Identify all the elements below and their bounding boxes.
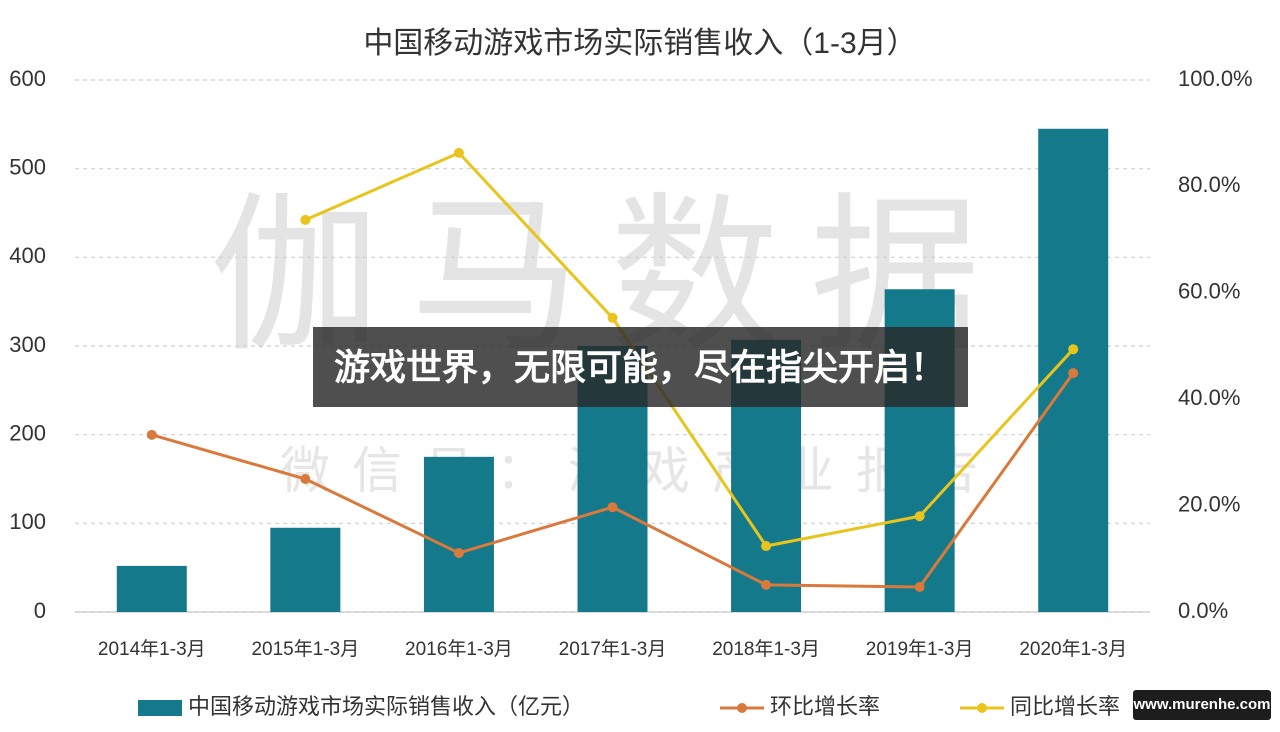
legend-swatch [977, 703, 987, 713]
legend-label: 中国移动游戏市场实际销售收入（亿元） [188, 694, 584, 719]
bar [423, 456, 494, 612]
x-tick-label: 2014年1-3月 [98, 638, 206, 660]
y2-tick-label: 80.0% [1178, 172, 1240, 197]
y-tick-label: 400 [9, 243, 46, 268]
y2-tick-label: 100.0% [1178, 66, 1253, 91]
badge-bg [1133, 690, 1271, 720]
x-tick-label: 2020年1-3月 [1019, 638, 1127, 660]
legend-swatch [138, 700, 182, 716]
y2-tick-label: 0.0% [1178, 598, 1228, 623]
point [300, 214, 311, 225]
y-tick-label: 200 [9, 420, 46, 445]
x-tick-label: 2017年1-3月 [559, 638, 667, 660]
legend-label: 同比增长率 [1010, 694, 1120, 719]
point [607, 312, 618, 323]
point [607, 502, 618, 513]
y-tick-label: 300 [9, 332, 46, 357]
y2-tick-label: 60.0% [1178, 279, 1240, 304]
point [300, 474, 311, 484]
point [1068, 368, 1079, 379]
y-tick-label: 100 [9, 509, 46, 534]
chart-title: 中国移动游戏市场实际销售收入（1-3月） [363, 27, 916, 60]
point [914, 581, 925, 592]
x-tick-label: 2019年1-3月 [866, 638, 974, 660]
point [761, 541, 772, 552]
bar [270, 527, 341, 612]
legend-label: 环比增长率 [770, 694, 880, 719]
banner-text: 游戏世界，无限可能，尽在指尖开启！ [334, 347, 946, 388]
y2-tick-label: 20.0% [1178, 491, 1240, 516]
y2-tick-label: 40.0% [1178, 385, 1240, 410]
point [453, 147, 464, 158]
legend-swatch [737, 703, 747, 713]
y-tick-label: 600 [9, 66, 46, 91]
point [761, 579, 772, 590]
x-tick-label: 2015年1-3月 [251, 638, 359, 660]
y-tick-label: 500 [9, 154, 46, 179]
point [1068, 344, 1079, 355]
y-tick-label: 0 [34, 598, 46, 623]
banner-bg [313, 327, 968, 407]
point [146, 429, 157, 440]
point [453, 547, 464, 558]
line [304, 151, 1075, 548]
x-tick-label: 2018年1-3月 [712, 638, 820, 660]
point [914, 511, 925, 522]
bar [116, 565, 187, 612]
badge[interactable]: www.murenhe.com [1133, 696, 1271, 713]
x-tick-label: 2016年1-3月 [405, 638, 513, 660]
